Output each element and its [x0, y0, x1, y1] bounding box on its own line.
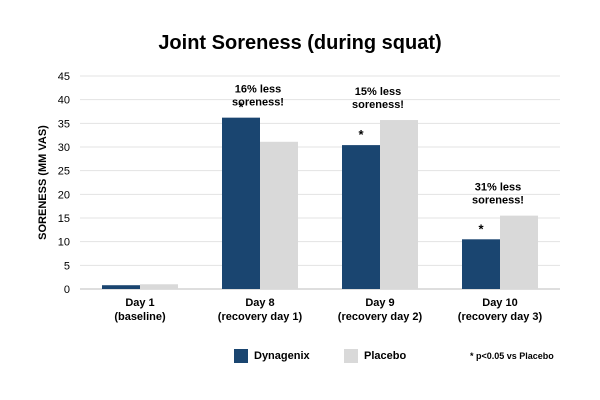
chart-title: Joint Soreness (during squat) — [158, 32, 442, 54]
legend-item-placebo: Placebo — [344, 349, 406, 363]
x-tick-label: Day 10 — [482, 297, 517, 309]
annotation-text: 16% less — [235, 84, 281, 96]
y-tick-label: 5 — [64, 260, 70, 272]
legend-label-dynagenix: Dynagenix — [254, 350, 310, 362]
bar-dynagenix-2 — [342, 145, 380, 289]
y-tick-label: 10 — [58, 237, 70, 249]
x-tick-label: Day 8 — [245, 297, 274, 309]
bar-placebo-0 — [140, 284, 178, 289]
y-axis-label: SORENESS (MM VAS) — [37, 125, 49, 240]
significance-mark: * — [238, 100, 244, 115]
y-tick-label: 20 — [58, 189, 70, 201]
x-tick-sublabel: (baseline) — [114, 311, 166, 323]
y-tick-label: 35 — [58, 118, 70, 130]
x-tick-label: Day 1 — [125, 297, 154, 309]
bar-placebo-1 — [260, 141, 298, 289]
x-tick-sublabel: (recovery day 3) — [458, 311, 543, 323]
bar-placebo-2 — [380, 120, 418, 290]
y-tick-label: 30 — [58, 142, 70, 154]
significance-footnote: * p<0.05 vs Placebo — [470, 351, 554, 361]
legend-label-placebo: Placebo — [364, 350, 407, 362]
annotation-text: soreness! — [352, 99, 404, 111]
x-tick-label: Day 9 — [365, 297, 394, 309]
y-tick-label: 0 — [64, 284, 70, 296]
bar-dynagenix-0 — [102, 285, 140, 289]
y-tick-label: 25 — [58, 166, 70, 178]
annotation-text: 31% less — [475, 182, 521, 194]
y-tick-label: 15 — [58, 213, 70, 225]
legend-item-dynagenix: Dynagenix — [234, 349, 310, 363]
y-tick-label: 45 — [58, 71, 70, 83]
annotation-text: soreness! — [472, 195, 524, 207]
annotation-text: soreness! — [232, 97, 284, 109]
y-tick-label: 40 — [58, 95, 70, 107]
annotation-text: 15% less — [355, 86, 401, 98]
legend-swatch-dynagenix — [234, 349, 248, 363]
bar-dynagenix-1 — [222, 117, 260, 289]
bar-dynagenix-3 — [462, 239, 500, 289]
legend-swatch-placebo — [344, 349, 358, 363]
x-tick-sublabel: (recovery day 1) — [218, 311, 303, 323]
significance-mark: * — [358, 127, 364, 142]
bar-placebo-3 — [500, 215, 538, 289]
significance-mark: * — [478, 221, 484, 236]
x-tick-sublabel: (recovery day 2) — [338, 311, 423, 323]
